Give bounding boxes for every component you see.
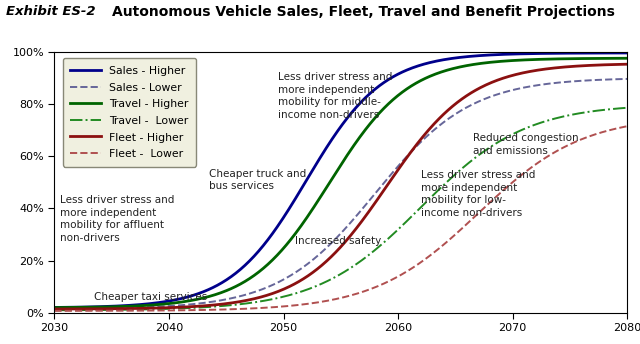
Line: Fleet - Higher: Fleet - Higher: [54, 64, 627, 309]
Line: Fleet -  Lower: Fleet - Lower: [54, 126, 627, 311]
Line: Sales - Lower: Sales - Lower: [54, 79, 627, 309]
Fleet - Higher: [326, 256, 333, 260]
Text: Less driver stress and
more independent
mobility for affluent
non-drivers: Less driver stress and more independent …: [60, 195, 175, 243]
Sales - Higher: [360, 97, 368, 101]
Travel -  Lower: [326, 278, 333, 282]
Travel - Higher: [623, 56, 631, 60]
Sales - Lower: [51, 307, 58, 311]
Travel - Higher: [392, 96, 399, 100]
Travel - Higher: [360, 129, 368, 133]
Travel -  Lower: [623, 106, 631, 110]
Sales - Higher: [520, 52, 528, 56]
Travel - Higher: [51, 305, 58, 310]
Line: Travel - Higher: Travel - Higher: [54, 58, 627, 308]
Travel -  Lower: [520, 127, 528, 131]
Sales - Lower: [520, 86, 528, 90]
Sales - Lower: [360, 204, 368, 208]
Legend: Sales - Higher, Sales - Lower, Travel - Higher, Travel -  Lower, Fleet - Higher,: Sales - Higher, Sales - Lower, Travel - …: [63, 58, 196, 166]
Travel -  Lower: [609, 107, 617, 111]
Sales - Lower: [326, 243, 333, 247]
Text: Less driver stress and
more independent
mobility for middle-
income non-drivers: Less driver stress and more independent …: [278, 73, 392, 120]
Text: Exhibit ES-2: Exhibit ES-2: [6, 5, 96, 18]
Travel - Higher: [609, 56, 617, 61]
Sales - Higher: [51, 305, 58, 310]
Fleet -  Lower: [520, 171, 528, 175]
Travel - Higher: [520, 58, 528, 62]
Fleet -  Lower: [392, 276, 399, 280]
Fleet - Higher: [323, 259, 330, 263]
Line: Travel -  Lower: Travel - Lower: [54, 108, 627, 310]
Travel -  Lower: [392, 230, 399, 234]
Text: Cheaper truck and
bus services: Cheaper truck and bus services: [209, 169, 307, 191]
Travel - Higher: [323, 185, 330, 190]
Sales - Higher: [609, 51, 617, 55]
Text: Less driver stress and
more independent
mobility for low-
income non-drivers: Less driver stress and more independent …: [421, 171, 536, 218]
Sales - Higher: [323, 146, 330, 150]
Fleet -  Lower: [326, 298, 333, 302]
Sales - Higher: [623, 51, 631, 55]
Fleet -  Lower: [623, 124, 631, 128]
Travel - Higher: [326, 180, 333, 184]
Fleet -  Lower: [360, 289, 368, 293]
Travel -  Lower: [360, 256, 368, 260]
Sales - Lower: [609, 77, 617, 82]
Fleet - Higher: [360, 216, 368, 220]
Text: Increased safety: Increased safety: [295, 236, 381, 246]
Text: Reduced congestion
and emissions: Reduced congestion and emissions: [472, 133, 578, 155]
Text: Cheaper taxi services: Cheaper taxi services: [95, 292, 208, 302]
Fleet -  Lower: [323, 299, 330, 303]
Fleet - Higher: [623, 62, 631, 66]
Sales - Lower: [392, 167, 399, 171]
Sales - Lower: [323, 246, 330, 250]
Fleet - Higher: [51, 307, 58, 311]
Line: Sales - Higher: Sales - Higher: [54, 53, 627, 308]
Fleet -  Lower: [51, 309, 58, 313]
Sales - Higher: [392, 74, 399, 78]
Sales - Lower: [623, 77, 631, 81]
Sales - Higher: [326, 140, 333, 144]
Text: Autonomous Vehicle Sales, Fleet, Travel and Benefit Projections: Autonomous Vehicle Sales, Fleet, Travel …: [112, 5, 615, 19]
Fleet - Higher: [609, 63, 617, 67]
Travel -  Lower: [51, 308, 58, 312]
Fleet - Higher: [520, 71, 528, 75]
Travel -  Lower: [323, 279, 330, 283]
Fleet - Higher: [392, 172, 399, 176]
Fleet -  Lower: [609, 127, 617, 131]
